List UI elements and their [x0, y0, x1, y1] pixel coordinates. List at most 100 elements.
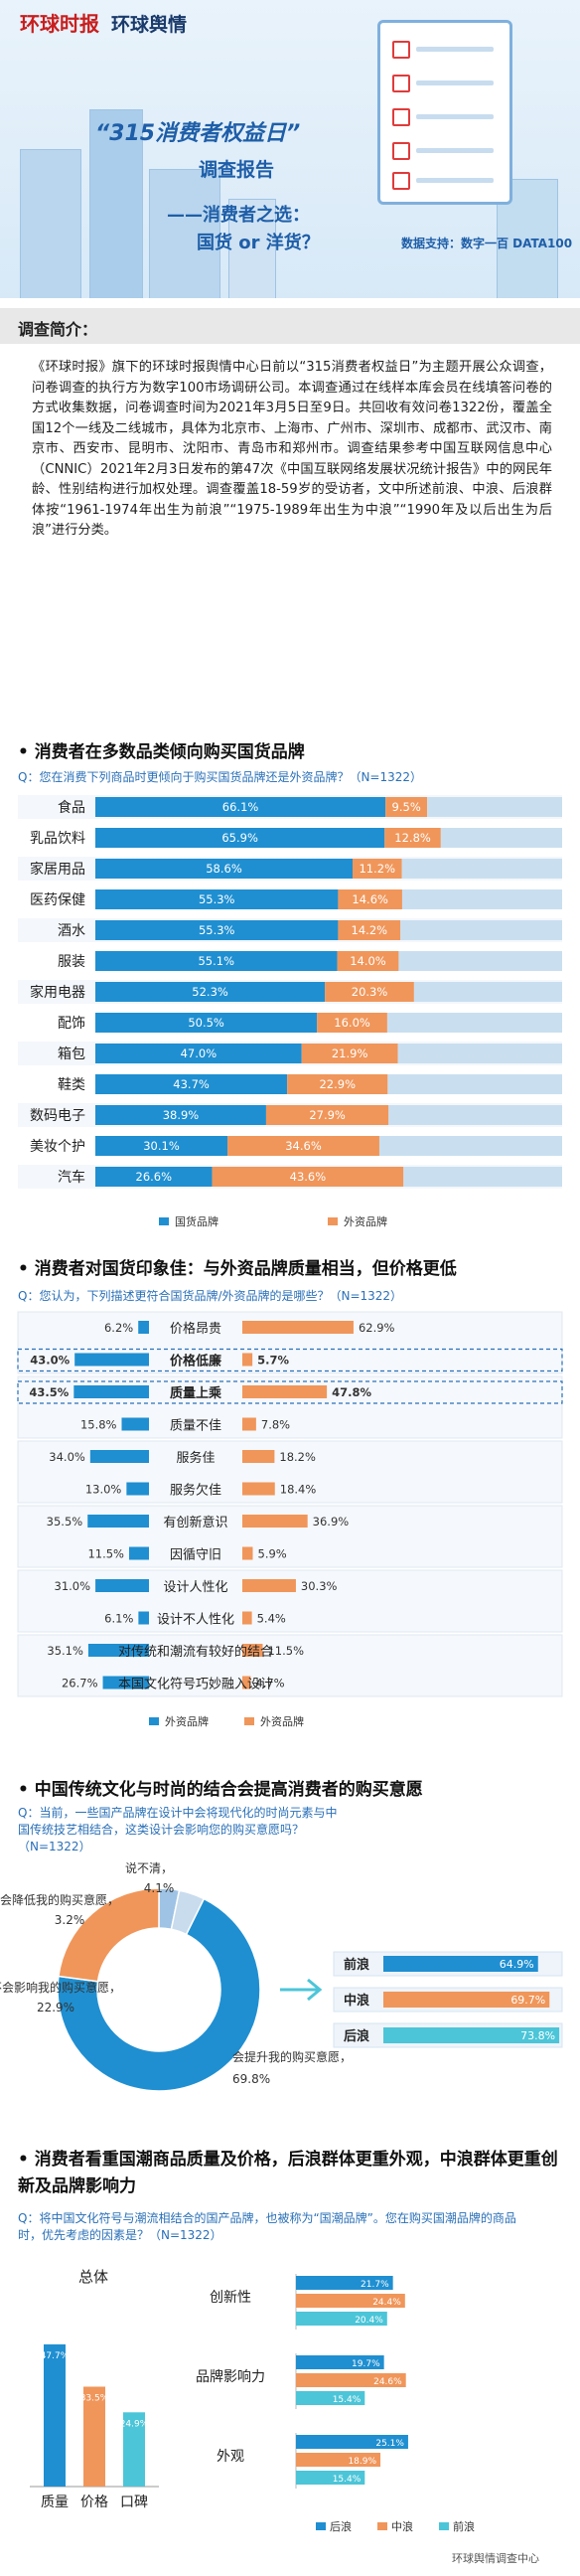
data-label-domestic: 65.9%	[221, 831, 258, 845]
list-line	[416, 178, 494, 183]
check-box-icon	[392, 75, 410, 92]
data-label-foreign: 34.6%	[285, 1139, 322, 1153]
data-credit: 数据支持：数字一百 DATA100	[401, 237, 573, 250]
bar-domestic	[73, 1385, 149, 1398]
category-label: 家用电器	[30, 984, 85, 1001]
data-label-domestic: 43.0%	[30, 1354, 70, 1368]
check-box-icon	[392, 142, 410, 160]
intro-text: 《环球时报》旗下的环球时报舆情中心日前以“315消费者权益日”为主题开展公众调查…	[32, 360, 552, 538]
group-category: 品牌影响力	[196, 2368, 265, 2385]
slice-value: 22.9%	[37, 2001, 74, 2014]
chart-guochao-factors: 总体 47.7% 质量 33.5% 价格 24.9% 口碑 创新性 21.7% 24.4% 20.4…	[30, 2268, 475, 2533]
data-label-domestic: 31.0%	[55, 1579, 91, 1593]
legend-label: 前浪	[453, 2519, 475, 2533]
bar-domestic	[87, 1515, 149, 1528]
group-bar-label: 19.7%	[352, 2359, 380, 2369]
bar-remainder	[401, 859, 562, 879]
section1-title: • 消费者在多数品类倾向购买国货品牌	[18, 742, 305, 762]
check-box-icon	[392, 41, 410, 59]
bar-remainder	[400, 920, 562, 940]
data-label-foreign: 16.0%	[334, 1016, 370, 1030]
bar-domestic	[95, 859, 354, 879]
bar-domestic	[89, 1450, 149, 1463]
bar-foreign	[242, 1515, 308, 1528]
bar-foreign	[242, 1353, 253, 1367]
data-label-domestic: 50.5%	[188, 1016, 224, 1030]
legend-label: 后浪	[330, 2519, 352, 2533]
data-label-domestic: 11.5%	[87, 1547, 124, 1561]
bar-domestic	[74, 1353, 149, 1367]
total-title: 总体	[78, 2268, 108, 2286]
data-label-domestic: 38.9%	[163, 1108, 200, 1122]
breakdown-category: 中浪	[344, 1993, 369, 2009]
category-label: 设计人性化	[163, 1580, 227, 1595]
data-label-domestic: 13.0%	[85, 1483, 122, 1497]
list-line	[416, 47, 494, 52]
total-category: 口碑	[120, 2495, 148, 2510]
bar-domestic	[121, 1417, 149, 1431]
total-bar	[123, 2412, 145, 2487]
bar-remainder	[397, 1044, 562, 1063]
total-bar-label: 33.5%	[80, 2394, 109, 2404]
chart-brand-impression: 6.2% 62.9% 价格昂贵 43.0% 5.7% 价格低廉 43.5% 47.8% 质量上乘…	[17, 1311, 563, 1728]
data-label-domestic: 34.0%	[49, 1450, 85, 1464]
bar-domestic	[95, 1013, 318, 1033]
group-bar	[296, 2373, 406, 2387]
breakdown-value: 69.7%	[510, 1994, 545, 2007]
data-label-domestic: 43.5%	[29, 1385, 69, 1399]
data-label-foreign: 22.9%	[319, 1077, 356, 1091]
page-subtitle-2: ——消费者之选：	[167, 205, 310, 226]
list-line	[416, 148, 494, 153]
data-label-foreign: 36.9%	[313, 1515, 350, 1529]
data-label-domestic: 15.8%	[80, 1418, 117, 1432]
intro-heading: 调查简介：	[18, 320, 98, 339]
bar-foreign	[242, 1482, 275, 1496]
slice-value: 3.2%	[55, 1913, 85, 1927]
legend-swatch-foreign	[328, 1217, 338, 1225]
donut-slice	[57, 1897, 261, 2092]
data-label-domestic: 47.0%	[181, 1046, 218, 1060]
bar-foreign	[212, 1167, 404, 1187]
bar-foreign	[242, 1579, 296, 1592]
data-label-domestic: 52.3%	[192, 985, 228, 999]
bar-domestic	[102, 1676, 149, 1690]
group-bar-label: 21.7%	[361, 2280, 389, 2290]
data-label-foreign: 5.9%	[258, 1547, 287, 1561]
total-category: 价格	[80, 2495, 108, 2510]
category-label: 乳品饮料	[30, 831, 85, 847]
page-title: “315消费者权益日”	[95, 121, 301, 146]
bar-domestic	[95, 982, 326, 1002]
group-bar	[296, 2471, 365, 2485]
group-bar-label: 24.6%	[373, 2377, 402, 2387]
data-label-domestic: 55.3%	[199, 923, 235, 937]
data-label-foreign: 14.6%	[352, 892, 388, 906]
chart-purchase-intent: 会提升我的购买意愿， 69.8% 不会影响我的购买意愿， 22.9% 会降低我的购买意愿…	[0, 1860, 563, 2092]
bar-foreign	[242, 1417, 256, 1431]
group-bar-label: 24.4%	[372, 2298, 401, 2308]
group-bar-label: 20.4%	[355, 2316, 383, 2326]
category-label: 有创新意识	[163, 1515, 227, 1530]
logo-huanqiu-yuqing: 环球舆情	[111, 14, 188, 36]
bar-domestic	[128, 1546, 149, 1560]
data-label-foreign: 14.0%	[350, 954, 386, 968]
building-illustration	[149, 169, 220, 298]
data-label-foreign: 43.6%	[290, 1170, 327, 1184]
legend-swatch-domestic	[149, 1717, 159, 1725]
bar-foreign	[265, 1105, 389, 1125]
slice-label: 说不清，	[125, 1860, 173, 1875]
group-bar	[296, 2391, 365, 2405]
data-label-foreign: 62.9%	[359, 1321, 395, 1335]
legend-swatch	[377, 2522, 387, 2530]
data-label-foreign: 47.8%	[332, 1385, 371, 1399]
slice-label: 会降低我的购买意愿，	[0, 1892, 119, 1907]
highlight-frame	[17, 1348, 563, 1372]
breakdown-bar	[383, 1992, 550, 2008]
breakdown-value: 64.9%	[500, 1958, 534, 1971]
bar-domestic	[95, 797, 386, 817]
building-illustration	[89, 109, 143, 298]
data-label-foreign: 11.2%	[359, 862, 395, 876]
chart-brand-preference: 食品 66.1% 9.5% 乳品饮料 65.9% 12.8% 家居用品 58.6% 11.2% 医…	[18, 795, 562, 1228]
highlight-frame	[17, 1380, 563, 1404]
data-label-foreign: 18.4%	[280, 1483, 317, 1497]
category-label: 酒水	[58, 923, 85, 939]
